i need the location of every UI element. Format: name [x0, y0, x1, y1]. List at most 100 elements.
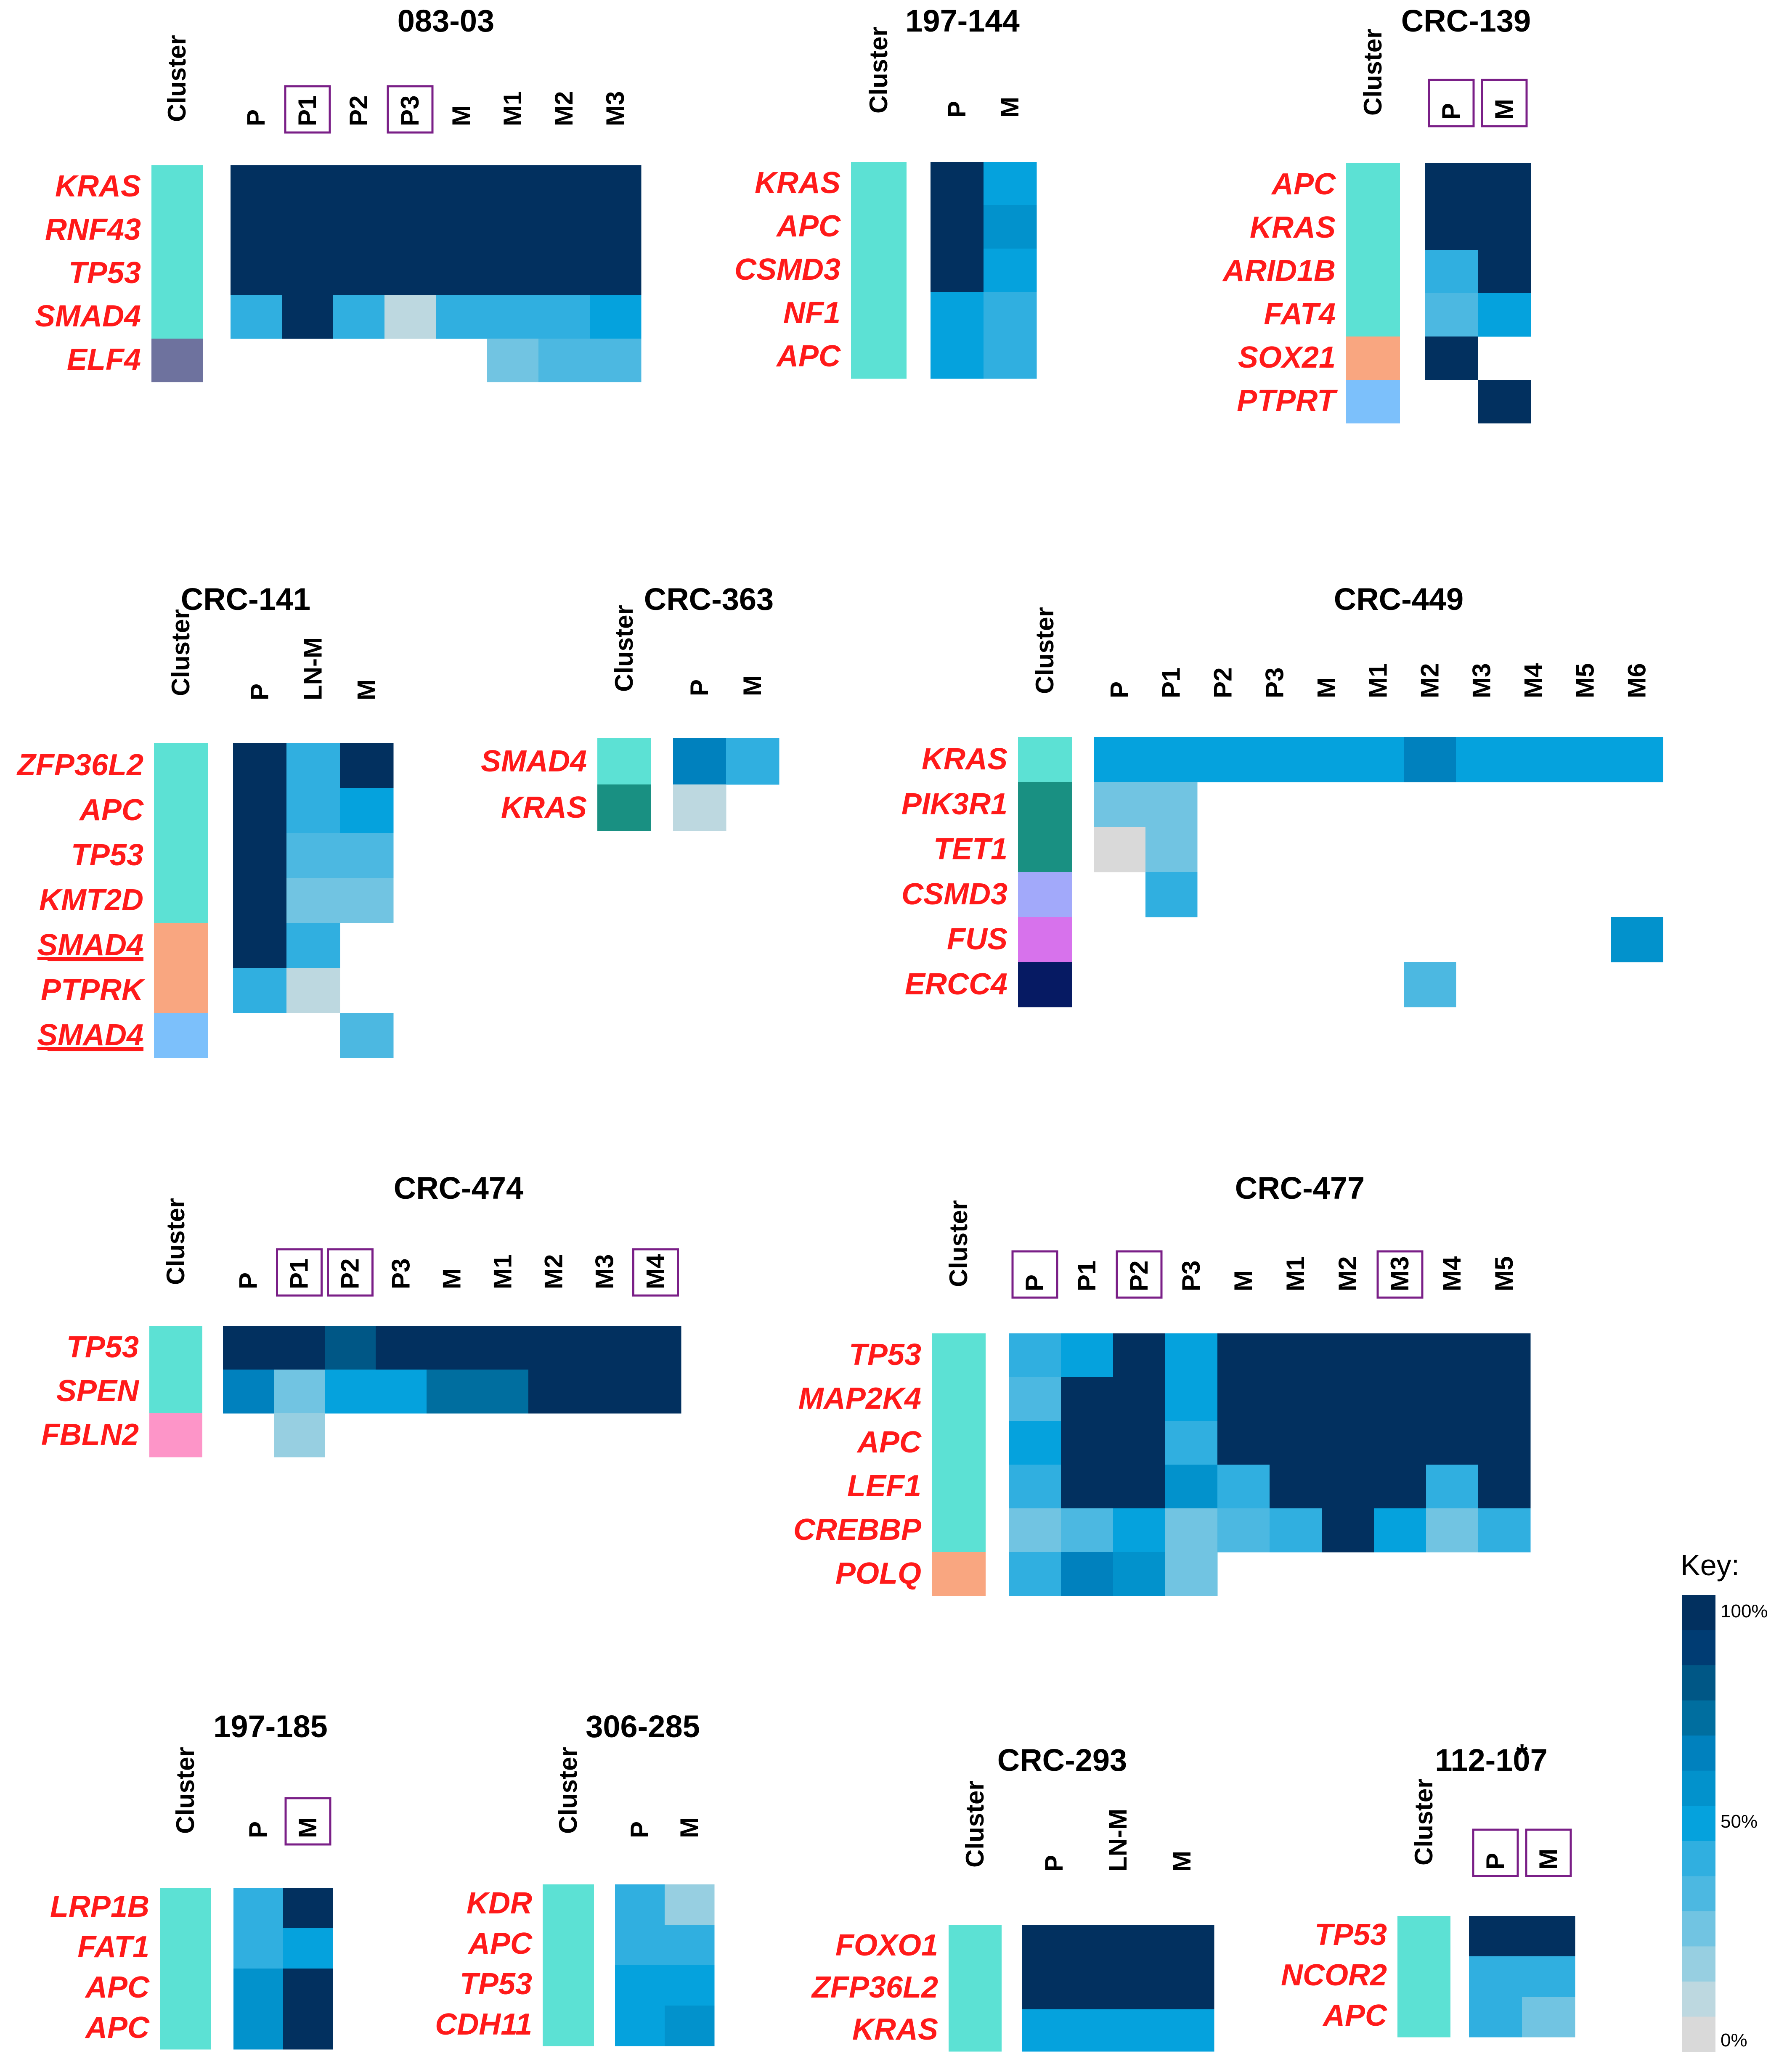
heat-cell: [931, 335, 984, 379]
heat-cell: [1145, 737, 1198, 782]
cluster-cell: [151, 339, 203, 382]
gene-label: ERCC4: [905, 967, 1007, 1001]
column-label: P2: [336, 1259, 364, 1289]
column-label: P: [1040, 1855, 1068, 1872]
cluster-cell: [1397, 1956, 1450, 1997]
heat-cell: [1508, 737, 1560, 782]
column-label: M2: [1416, 663, 1444, 698]
cluster-header: Cluster: [1410, 1778, 1438, 1865]
heat-cell: [231, 252, 282, 296]
key-label: 0%: [1721, 2030, 1747, 2051]
cluster-header: Cluster: [171, 1747, 199, 1834]
heat-cell: [1374, 1465, 1426, 1509]
heat-cell: [384, 209, 436, 252]
gene-label: TET1: [933, 832, 1007, 866]
key-swatch: [1682, 1946, 1715, 1982]
heat-cell: [1478, 250, 1531, 294]
cluster-header: Cluster: [167, 609, 195, 696]
gene-label: KMT2D: [39, 883, 143, 917]
cluster-header: Cluster: [1359, 29, 1387, 116]
heat-cell: [1022, 2009, 1087, 2052]
gene-label: SMAD4: [481, 745, 587, 778]
panel-title: 197-144: [905, 3, 1020, 38]
column-label: P: [1437, 103, 1465, 120]
heat-cell: [1165, 1552, 1218, 1596]
gene-label: KRAS: [852, 2013, 938, 2046]
column-label: P: [943, 101, 971, 118]
panel-CRC-474: CRC-474 Cluster P P1 P2 P3 M M1 M2 M3 M4 TP53 SPEN FB…: [41, 1171, 681, 1457]
heat-cell: [477, 1370, 529, 1414]
heat-cell: [1113, 1552, 1166, 1596]
heat-cell: [579, 1370, 631, 1414]
gene-label: TP53: [71, 838, 143, 872]
panel-197-185: 197-185 Cluster P M LRP1B FAT1 APC APC: [50, 1709, 333, 2050]
heat-cell: [1478, 1333, 1531, 1378]
heat-cell: [487, 165, 539, 209]
column-label: M1: [489, 1254, 517, 1289]
gene-label: POLQ: [835, 1557, 921, 1590]
heat-cell: [1404, 962, 1456, 1007]
heat-cell: [233, 1928, 284, 1969]
key-legend: Key: 100% 50% 0%: [1681, 1549, 1768, 2052]
column-label: P: [1481, 1853, 1509, 1870]
heat-cell: [931, 292, 984, 336]
gene-label: CREBBP: [793, 1513, 922, 1547]
cluster-cell: [851, 335, 907, 379]
cluster-cell: [949, 2009, 1002, 2052]
heat-cell: [376, 1370, 427, 1414]
column-label: P2: [1125, 1261, 1153, 1291]
heat-cell: [223, 1370, 274, 1414]
gene-label: TP53: [1315, 1918, 1387, 1952]
heat-cell: [231, 295, 282, 339]
heat-cell: [282, 165, 334, 209]
heat-cell: [579, 1326, 631, 1370]
heat-cell: [325, 1326, 376, 1370]
heat-cell: [1374, 1421, 1426, 1465]
key-swatch: [1682, 1981, 1715, 2017]
column-label: P: [1021, 1274, 1049, 1291]
heat-cell: [1009, 1465, 1061, 1509]
gene-label: FAT1: [77, 1930, 149, 1964]
column-label: M2: [540, 1254, 568, 1289]
heat-cell: [283, 2009, 333, 2050]
cluster-cell: [1346, 250, 1400, 294]
cluster-cell: [151, 165, 203, 209]
heat-cell: [538, 252, 590, 296]
heat-cell: [1145, 782, 1198, 827]
cluster-cell: [932, 1377, 986, 1421]
column-label: M: [294, 1817, 322, 1838]
heat-cell: [1522, 1956, 1575, 1997]
heat-cell: [233, 923, 287, 968]
cluster-cell: [160, 1969, 211, 2009]
column-highlight-box: [284, 85, 331, 134]
cluster-cell: [160, 2009, 211, 2050]
cluster-cell: [154, 1013, 208, 1058]
heat-cell: [1145, 872, 1198, 917]
heat-cell: [1150, 2009, 1214, 2052]
heat-cell: [1094, 827, 1146, 872]
heat-cell: [984, 335, 1037, 379]
heat-cell: [1478, 380, 1531, 424]
column-label: M: [1490, 99, 1518, 120]
heat-cell: [427, 1370, 478, 1414]
cluster-header: Cluster: [1031, 607, 1059, 694]
panel-title: 083-03: [398, 3, 494, 38]
heat-cell: [1217, 1333, 1270, 1378]
heat-cell: [1270, 1421, 1322, 1465]
heat-cell: [233, 1969, 284, 2009]
heat-cell: [1113, 1508, 1166, 1553]
heat-cell: [1150, 1967, 1214, 2010]
panel-197-144: 197-144 Cluster P M KRAS APC CSMD3 NF1 APC: [734, 3, 1037, 379]
heat-cell: [984, 292, 1037, 336]
gene-label: ELF4: [67, 343, 141, 376]
panel-title: CRC-293: [997, 1743, 1127, 1778]
column-label: M2: [550, 91, 578, 126]
heat-cell: [1478, 293, 1531, 337]
column-label: M6: [1623, 663, 1651, 698]
heat-cell: [286, 923, 340, 968]
heat-cell: [283, 1928, 333, 1969]
heat-cell: [1478, 1421, 1531, 1465]
gene-label: APC: [776, 209, 841, 243]
cluster-cell: [949, 1967, 1002, 2010]
heat-cell: [1270, 1508, 1322, 1553]
